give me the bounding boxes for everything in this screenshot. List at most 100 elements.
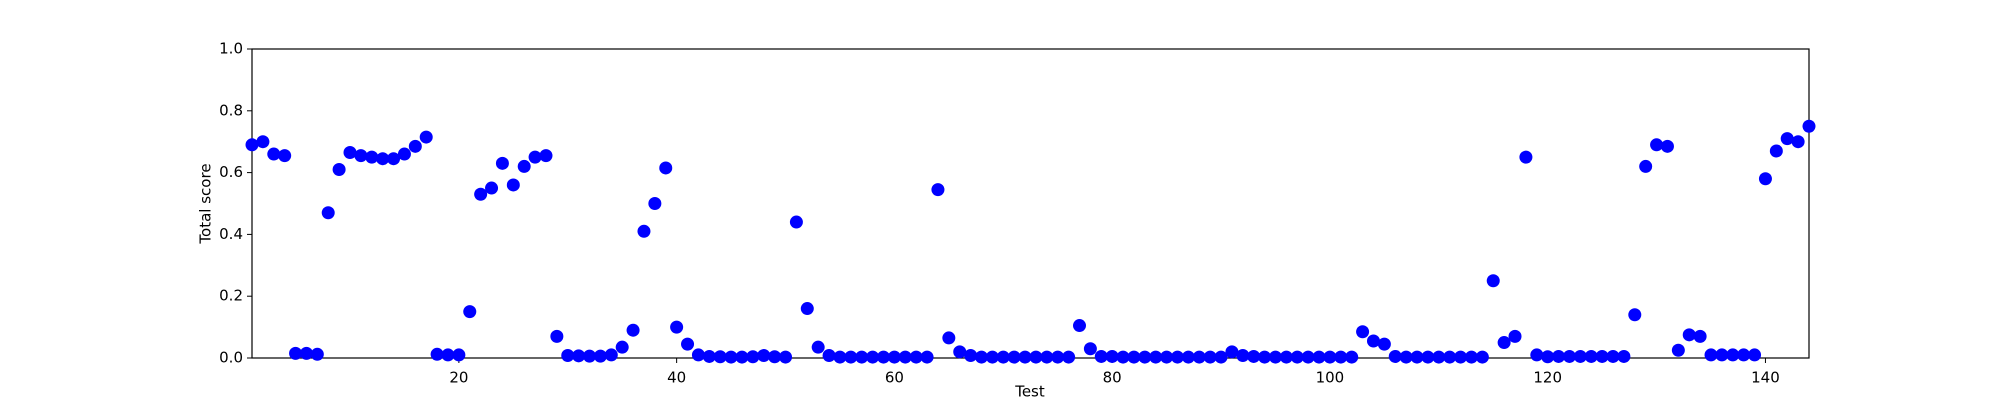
point: [713, 350, 727, 364]
point: [975, 350, 989, 364]
point: [1639, 159, 1653, 173]
point: [615, 340, 629, 354]
point: [1366, 334, 1380, 348]
point: [1214, 350, 1228, 364]
x-tick-label: 140: [1751, 369, 1780, 387]
x-tick-label: 120: [1533, 369, 1562, 387]
point: [517, 159, 531, 173]
point: [1170, 350, 1184, 364]
point: [920, 350, 934, 364]
point: [1486, 274, 1500, 288]
point: [1573, 349, 1587, 363]
y-tick-label: 0.8: [219, 101, 243, 119]
point: [1029, 350, 1043, 364]
point: [441, 348, 455, 362]
point: [691, 348, 705, 362]
point: [289, 346, 303, 360]
point: [637, 224, 651, 238]
point: [1769, 144, 1783, 158]
y-axis-label: Total score: [197, 163, 215, 244]
point: [670, 320, 684, 334]
point: [1377, 337, 1391, 351]
point: [1693, 329, 1707, 343]
point: [267, 147, 281, 161]
point: [877, 350, 891, 364]
point: [332, 163, 346, 177]
point: [1432, 350, 1446, 364]
point: [365, 150, 379, 164]
point: [495, 156, 509, 170]
point: [1497, 336, 1511, 350]
point: [1225, 345, 1239, 359]
point: [1356, 325, 1370, 339]
point: [1443, 350, 1457, 364]
point: [1072, 319, 1086, 333]
point: [1475, 350, 1489, 364]
point: [1464, 350, 1478, 364]
point: [833, 350, 847, 364]
x-tick-label: 60: [885, 369, 904, 387]
point: [539, 149, 553, 163]
point: [593, 349, 607, 363]
point: [561, 349, 575, 363]
point: [724, 350, 738, 364]
point: [604, 348, 618, 362]
y-tick-label: 1.0: [219, 40, 243, 58]
point: [1203, 350, 1217, 364]
point: [572, 349, 586, 363]
point: [1584, 349, 1598, 363]
point: [1704, 348, 1718, 362]
point: [942, 331, 956, 345]
point: [452, 348, 466, 362]
point: [768, 350, 782, 364]
point: [1051, 350, 1065, 364]
x-tick-label: 40: [667, 369, 686, 387]
point: [735, 350, 749, 364]
point: [1094, 349, 1108, 363]
point: [1780, 132, 1794, 146]
point: [1312, 350, 1326, 364]
point: [1334, 350, 1348, 364]
point: [909, 350, 923, 364]
point: [343, 146, 357, 160]
point: [1258, 350, 1272, 364]
x-tick-label: 20: [449, 369, 468, 387]
point: [1181, 350, 1195, 364]
point: [1040, 350, 1054, 364]
point: [800, 302, 814, 316]
point: [245, 138, 259, 152]
point: [310, 347, 324, 361]
point: [996, 350, 1010, 364]
point: [779, 350, 793, 364]
point: [1410, 350, 1424, 364]
plot-frame: [251, 48, 1810, 359]
point: [1737, 348, 1751, 362]
x-axis-label: Test: [1014, 383, 1045, 400]
point: [681, 337, 695, 351]
point: [1268, 350, 1282, 364]
point: [648, 197, 662, 210]
point: [1149, 350, 1163, 364]
point: [1421, 350, 1435, 364]
point: [1116, 350, 1130, 364]
point: [1606, 349, 1620, 363]
point: [811, 340, 825, 354]
point: [1802, 119, 1816, 133]
point: [1062, 350, 1076, 364]
point: [659, 161, 673, 175]
point: [1748, 348, 1762, 362]
point: [931, 183, 945, 197]
point: [1552, 349, 1566, 363]
point: [789, 215, 803, 229]
point: [1660, 139, 1674, 153]
point: [321, 206, 335, 220]
point: [1018, 350, 1032, 364]
point: [528, 150, 542, 164]
point: [953, 345, 967, 359]
point: [387, 152, 401, 166]
point: [474, 187, 488, 201]
point: [1671, 343, 1685, 357]
point: [1650, 138, 1664, 152]
point: [1127, 350, 1141, 364]
